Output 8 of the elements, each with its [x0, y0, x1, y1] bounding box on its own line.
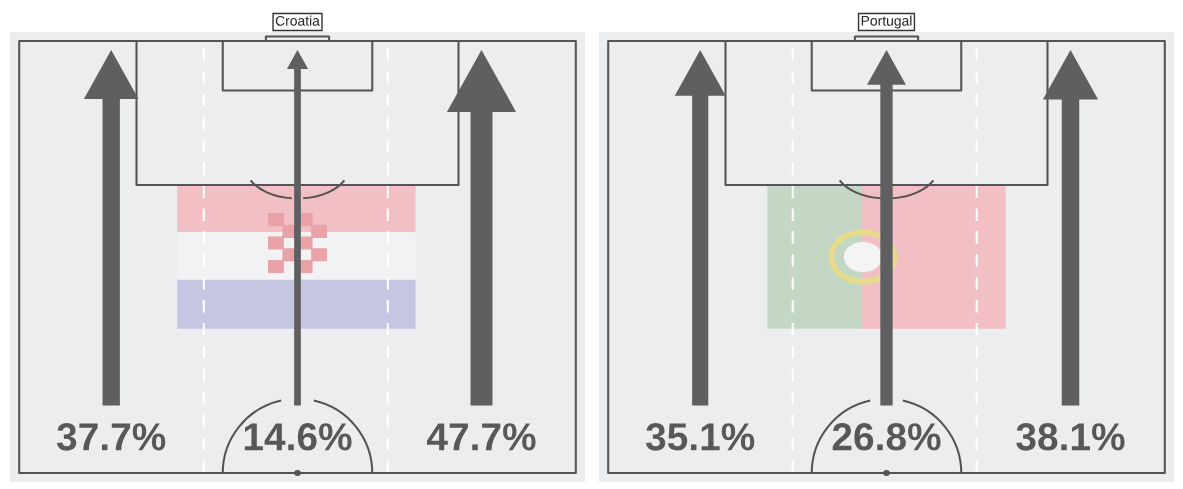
data-label: 37.7% — [56, 423, 166, 451]
data-label: 47.7% — [426, 423, 536, 451]
text: Portugal — [861, 15, 912, 29]
data-label: 26.8% — [832, 423, 941, 451]
data-label: 38.1% — [1016, 423, 1125, 451]
text: Croatia — [275, 15, 320, 26]
data-label: 14.6% — [244, 423, 352, 451]
data-label: 35.1% — [645, 423, 755, 451]
